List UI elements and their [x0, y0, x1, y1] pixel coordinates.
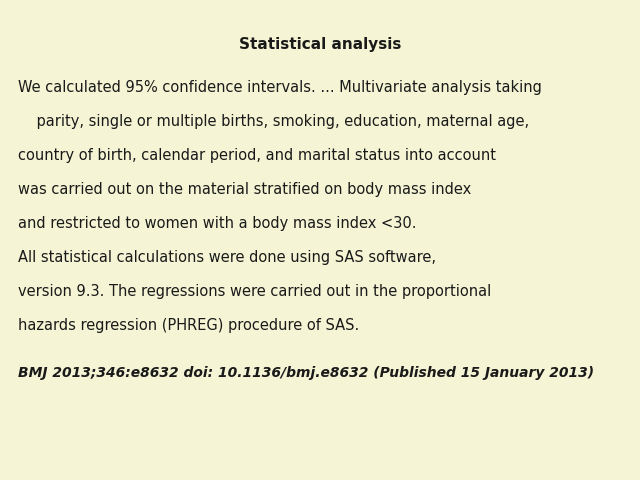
Text: country of birth, calendar period, and marital status into account: country of birth, calendar period, and m… [18, 148, 496, 163]
Text: parity, single or multiple births, smoking, education, maternal age,: parity, single or multiple births, smoki… [18, 114, 529, 129]
Text: All statistical calculations were done using SAS software,: All statistical calculations were done u… [18, 250, 436, 265]
Text: was carried out on the material stratified on body mass index: was carried out on the material stratifi… [18, 182, 471, 197]
Text: hazards regression (PHREG) procedure of SAS.: hazards regression (PHREG) procedure of … [18, 318, 359, 333]
Text: Statistical analysis: Statistical analysis [239, 37, 401, 52]
Text: BMJ 2013;346:e8632 doi: 10.1136/bmj.e8632 (Published 15 January 2013): BMJ 2013;346:e8632 doi: 10.1136/bmj.e863… [18, 366, 594, 380]
Text: We calculated 95% confidence intervals. ... Multivariate analysis taking: We calculated 95% confidence intervals. … [18, 80, 542, 95]
Text: and restricted to women with a body mass index <30.: and restricted to women with a body mass… [18, 216, 417, 231]
Text: version 9.3. The regressions were carried out in the proportional: version 9.3. The regressions were carrie… [18, 284, 492, 299]
